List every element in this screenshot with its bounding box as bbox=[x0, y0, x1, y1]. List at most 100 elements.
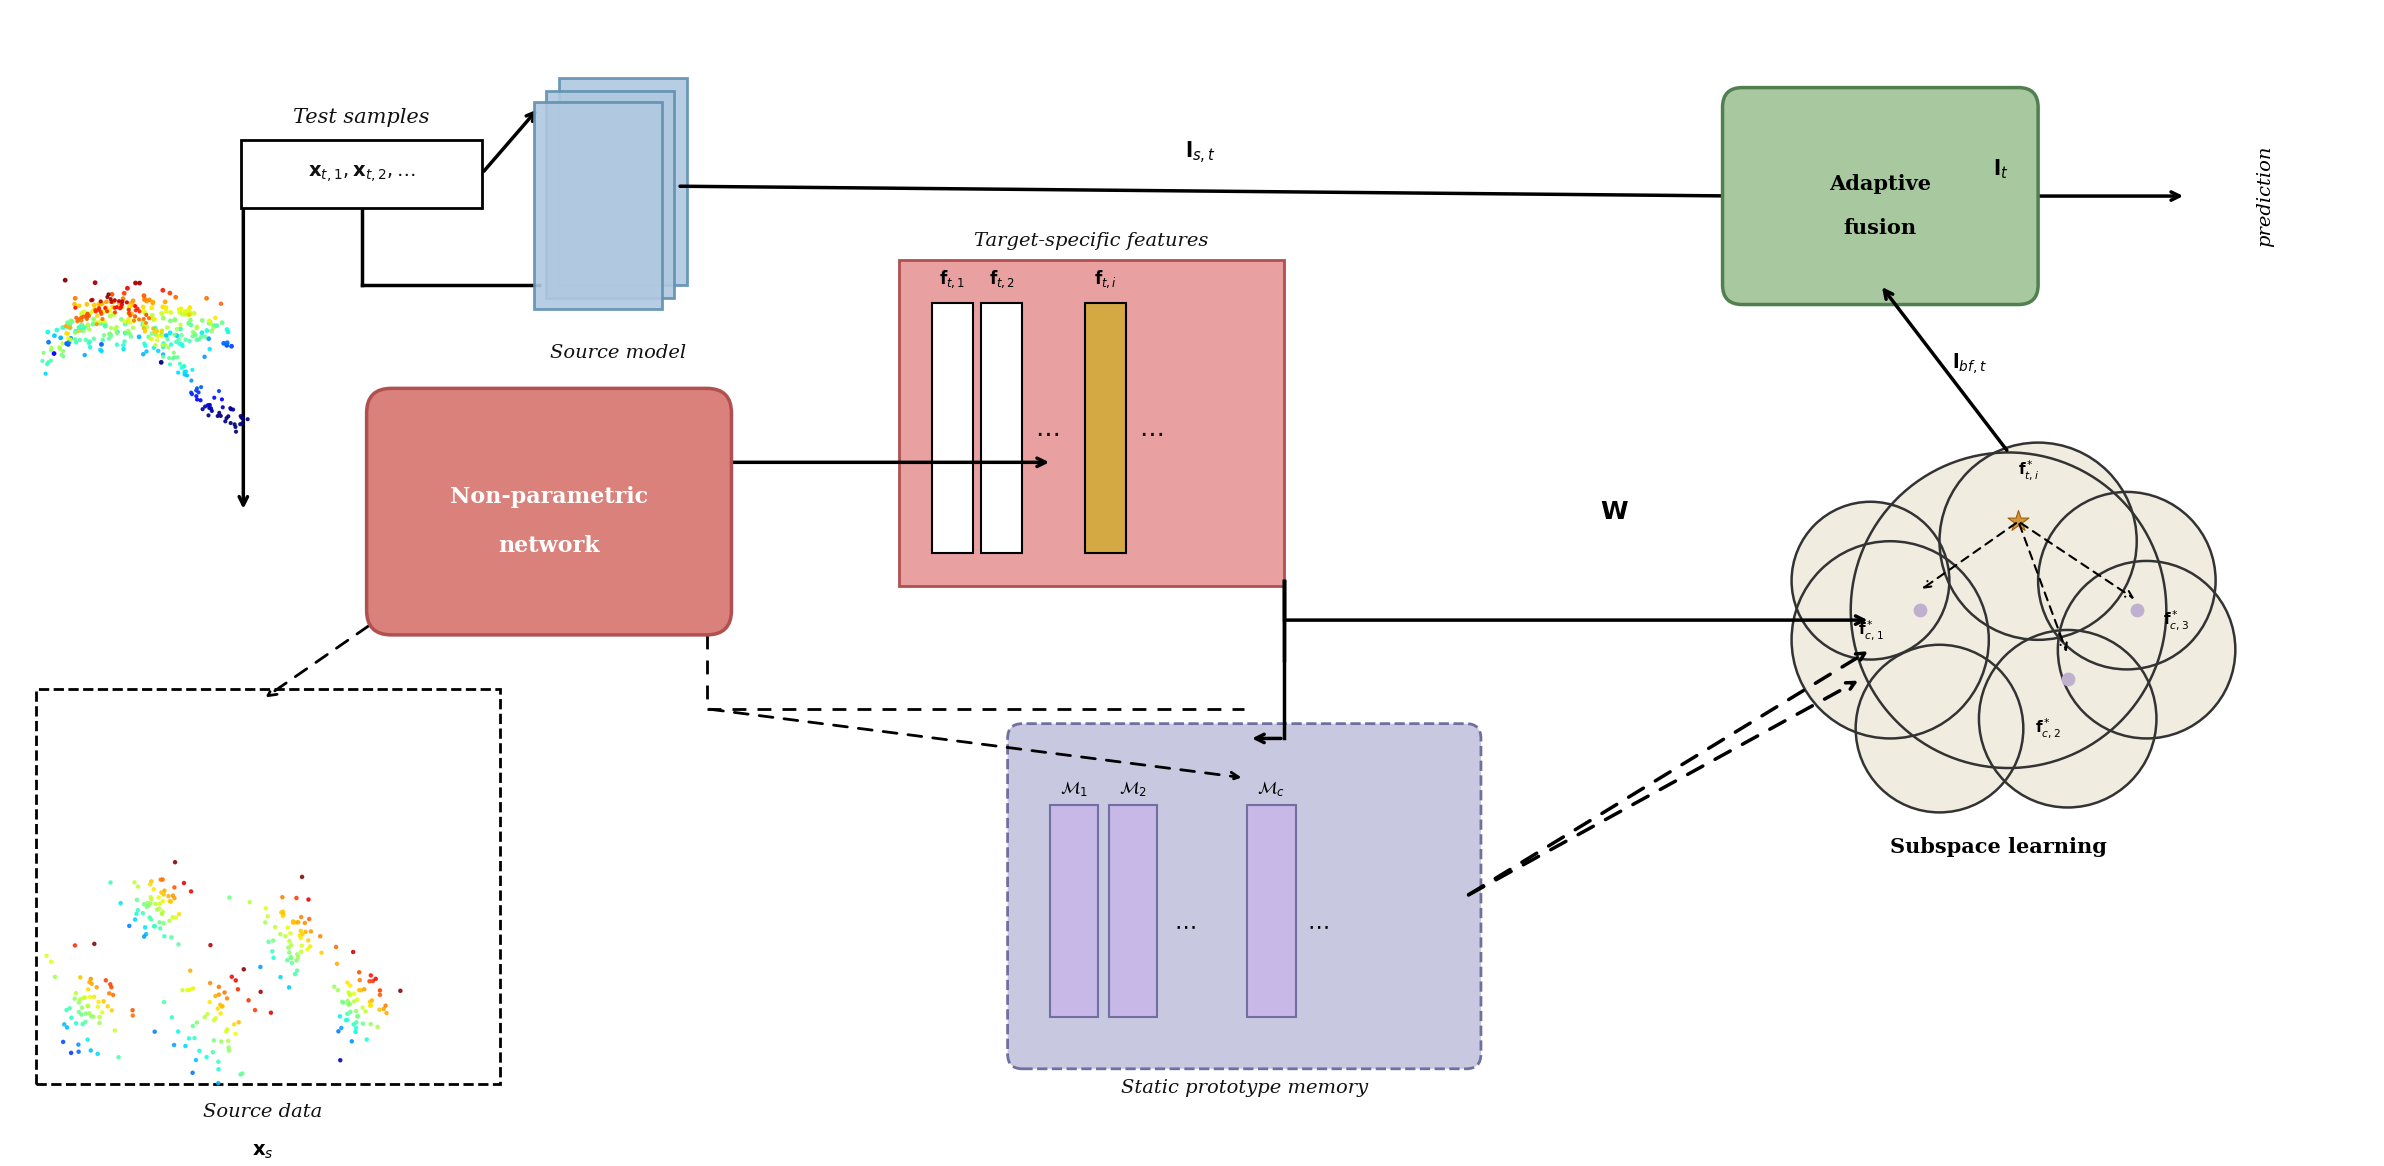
Point bbox=[131, 330, 169, 349]
Point bbox=[176, 381, 215, 400]
Point bbox=[160, 935, 198, 954]
Point bbox=[179, 330, 217, 349]
Point bbox=[126, 290, 164, 309]
Point bbox=[129, 317, 167, 336]
FancyBboxPatch shape bbox=[367, 388, 732, 635]
Point bbox=[74, 290, 112, 309]
Point bbox=[81, 1007, 119, 1026]
Point bbox=[207, 409, 246, 428]
Point bbox=[143, 870, 181, 888]
Point bbox=[157, 332, 195, 351]
Point bbox=[212, 399, 250, 417]
Point bbox=[145, 885, 184, 904]
Point bbox=[143, 323, 181, 342]
Point bbox=[26, 365, 64, 384]
Point bbox=[291, 909, 329, 928]
Point bbox=[265, 907, 303, 926]
Text: $\mathbf{f}_{t,2}$: $\mathbf{f}_{t,2}$ bbox=[989, 268, 1016, 289]
Point bbox=[215, 400, 253, 419]
Point bbox=[110, 312, 148, 331]
Point bbox=[91, 325, 129, 344]
Point bbox=[160, 354, 198, 373]
Point bbox=[145, 336, 184, 354]
Point bbox=[176, 1051, 215, 1069]
Point bbox=[150, 912, 188, 930]
Point bbox=[74, 1007, 112, 1026]
Point bbox=[331, 985, 370, 1004]
FancyBboxPatch shape bbox=[558, 78, 687, 285]
Text: Subspace learning: Subspace learning bbox=[1891, 837, 2107, 857]
Point bbox=[136, 321, 174, 339]
Point bbox=[322, 1051, 360, 1069]
Point bbox=[188, 406, 226, 424]
Point bbox=[72, 970, 110, 989]
Point bbox=[83, 1003, 122, 1021]
Point bbox=[114, 311, 153, 330]
Point bbox=[143, 336, 181, 354]
Point bbox=[188, 1048, 226, 1067]
Point bbox=[117, 891, 155, 909]
Point bbox=[57, 298, 95, 317]
Point bbox=[181, 378, 219, 396]
Point bbox=[284, 868, 322, 886]
Point bbox=[64, 322, 103, 340]
Point bbox=[291, 937, 329, 956]
Point bbox=[131, 872, 169, 891]
Point bbox=[203, 1032, 241, 1051]
Point bbox=[93, 293, 131, 311]
Point bbox=[286, 914, 324, 933]
Point bbox=[207, 333, 246, 352]
Point bbox=[169, 981, 207, 999]
Point bbox=[253, 1004, 291, 1023]
Point bbox=[95, 292, 134, 310]
Point bbox=[150, 323, 188, 342]
Point bbox=[81, 314, 119, 332]
Point bbox=[60, 1035, 98, 1054]
Point bbox=[224, 414, 262, 433]
Point bbox=[57, 312, 95, 331]
Point bbox=[112, 294, 150, 312]
Point bbox=[91, 975, 129, 993]
Point bbox=[72, 338, 110, 357]
Point bbox=[36, 968, 74, 986]
Point bbox=[129, 898, 167, 916]
Point bbox=[67, 309, 105, 328]
Point bbox=[176, 1028, 215, 1047]
Point bbox=[52, 1044, 91, 1062]
Point bbox=[95, 293, 134, 311]
Text: $\mathbf{f}_{t,i}$: $\mathbf{f}_{t,i}$ bbox=[1094, 268, 1116, 289]
Point bbox=[331, 1003, 370, 1021]
Point bbox=[124, 345, 162, 364]
Point bbox=[143, 326, 181, 345]
Point bbox=[112, 314, 150, 332]
Point bbox=[91, 329, 129, 347]
Point bbox=[343, 998, 381, 1017]
Point bbox=[164, 363, 203, 381]
Point bbox=[50, 999, 88, 1018]
Point bbox=[124, 287, 162, 305]
Point bbox=[79, 314, 117, 332]
Point bbox=[29, 353, 67, 372]
Point bbox=[179, 317, 217, 336]
Point bbox=[174, 1017, 212, 1035]
Text: prediction: prediction bbox=[2255, 146, 2274, 247]
Point bbox=[124, 927, 162, 946]
Point bbox=[69, 997, 107, 1016]
Point bbox=[105, 315, 143, 333]
Point bbox=[186, 347, 224, 366]
Text: $\mathbf{f}_{c,2}^*$: $\mathbf{f}_{c,2}^*$ bbox=[2036, 717, 2060, 740]
Text: $\mathbf{x}_{t,1}, \mathbf{x}_{t,2}, \ldots$: $\mathbf{x}_{t,1}, \mathbf{x}_{t,2}, \ld… bbox=[308, 163, 415, 184]
Point bbox=[157, 347, 195, 366]
Point bbox=[136, 323, 174, 342]
Point bbox=[286, 922, 324, 941]
Point bbox=[74, 988, 112, 1006]
Point bbox=[131, 309, 169, 328]
Circle shape bbox=[1941, 443, 2136, 640]
Point bbox=[193, 1042, 231, 1061]
Point bbox=[281, 921, 319, 940]
Point bbox=[52, 1009, 91, 1027]
Point bbox=[150, 311, 188, 330]
Point bbox=[336, 1002, 374, 1020]
Point bbox=[60, 310, 98, 329]
Point bbox=[329, 991, 367, 1010]
